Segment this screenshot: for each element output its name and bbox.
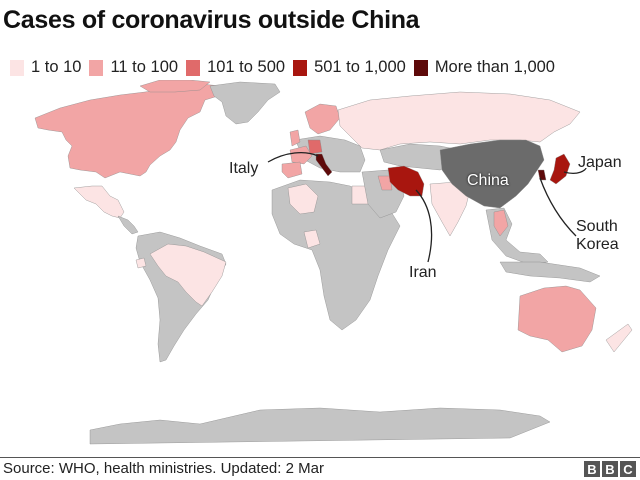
legend-swatch [413, 59, 428, 76]
mexico [73, 185, 125, 219]
japan-label: Japan [578, 154, 622, 171]
legend-swatch [293, 59, 308, 76]
iran [387, 165, 425, 197]
legend-swatch [186, 59, 201, 76]
greenland [209, 81, 281, 125]
source-note: Source: WHO, health ministries. Updated:… [3, 460, 324, 477]
iraq [377, 175, 393, 191]
footer-divider [0, 457, 640, 458]
south-korea-leader-line [539, 177, 577, 237]
legend-swatch [10, 59, 24, 76]
russia [337, 91, 581, 151]
central-america [117, 215, 139, 235]
bbc-logo-b2: B [602, 461, 618, 477]
italy-label: Italy [229, 160, 259, 177]
legend-item-11-100: 11 to 100 [89, 58, 178, 77]
legend-item-more-than-1000: More than 1,000 [413, 58, 555, 77]
legend-item-101-500: 101 to 500 [186, 58, 285, 77]
legend-label: 11 to 100 [110, 58, 179, 76]
legend-item-1-10: 1 to 10 [10, 58, 81, 77]
bbc-logo: B B C [582, 461, 636, 477]
legend-swatch [89, 59, 104, 76]
japan-leader-line [563, 167, 587, 174]
japan [549, 153, 571, 185]
thailand-vietnam [493, 209, 509, 237]
legend-label: 101 to 500 [207, 58, 286, 76]
nigeria [303, 229, 321, 249]
legend: 1 to 10 11 to 100 101 to 500 501 to 1,00… [10, 58, 563, 77]
bbc-logo-b1: B [584, 461, 600, 477]
brazil [149, 243, 227, 307]
bbc-logo-c: C [620, 461, 636, 477]
italy-leader-line [267, 151, 319, 163]
indonesia [499, 261, 601, 283]
legend-label: More than 1,000 [434, 58, 555, 76]
legend-label: 501 to 1,000 [314, 58, 406, 76]
australia [517, 285, 597, 353]
china-label: China [467, 172, 509, 189]
chart-title: Cases of coronavirus outside China [3, 6, 420, 34]
iran-label: Iran [409, 264, 437, 281]
canadian-arctic [139, 80, 211, 93]
south-korea-label: South Korea [576, 218, 619, 254]
ecuador [135, 257, 147, 269]
south-korea-label-line2: Korea [576, 236, 619, 253]
south-korea-label-line1: South [576, 218, 618, 235]
italy [315, 153, 333, 177]
algeria [287, 183, 319, 215]
world-map [34, 80, 633, 445]
uk [289, 129, 301, 147]
antarctica [89, 407, 551, 445]
north-america [34, 83, 223, 179]
legend-label: 1 to 10 [31, 58, 82, 76]
china [439, 139, 545, 209]
spain [281, 161, 303, 179]
legend-item-501-1000: 501 to 1,000 [293, 58, 406, 77]
south-korea [537, 169, 547, 181]
new-zealand [605, 323, 633, 353]
scandinavia [304, 103, 341, 135]
france [289, 145, 313, 165]
germany [307, 139, 323, 155]
iran-leader-line [415, 189, 433, 263]
